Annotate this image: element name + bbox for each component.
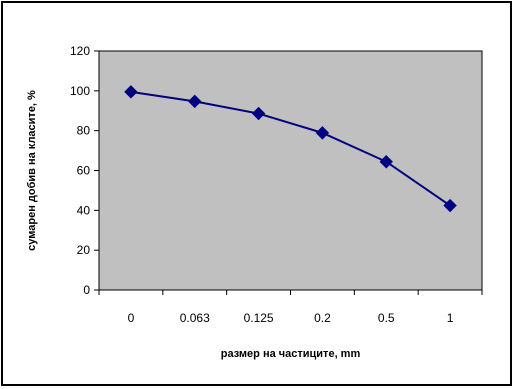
x-tick-label: 0.063 (180, 311, 210, 325)
y-tick-label: 100 (70, 84, 90, 98)
y-tick-label: 80 (77, 124, 91, 138)
y-tick-label: 40 (77, 203, 91, 217)
x-axis-title: размер на частиците, mm (221, 348, 361, 360)
data-point-marker (443, 198, 457, 213)
data-point-marker (379, 155, 393, 169)
data-point-marker (315, 126, 330, 140)
y-axis-title: сумарен добив на класите, % (26, 90, 38, 251)
y-tick-label: 120 (70, 44, 90, 58)
x-axis: 0 0.063 0.125 0.2 0.5 1 (98, 289, 483, 325)
plot-area (98, 50, 483, 291)
series-layer (124, 85, 457, 213)
x-tick-label: 0.125 (244, 311, 274, 325)
y-tick-label: 20 (77, 243, 91, 257)
y-tick-label: 0 (83, 283, 90, 297)
data-point-marker (188, 94, 202, 109)
data-point-marker (251, 106, 266, 121)
x-tick-label: 1 (447, 311, 454, 325)
y-tick-label: 60 (77, 164, 91, 178)
x-tick-label: 0 (128, 311, 135, 325)
x-tick-label: 0.5 (378, 311, 395, 325)
x-tick-label: 0.2 (314, 311, 331, 325)
data-point-marker (124, 85, 138, 99)
series-line (130, 90, 451, 207)
y-axis: 0 20 40 60 80 100 120 (70, 44, 100, 297)
